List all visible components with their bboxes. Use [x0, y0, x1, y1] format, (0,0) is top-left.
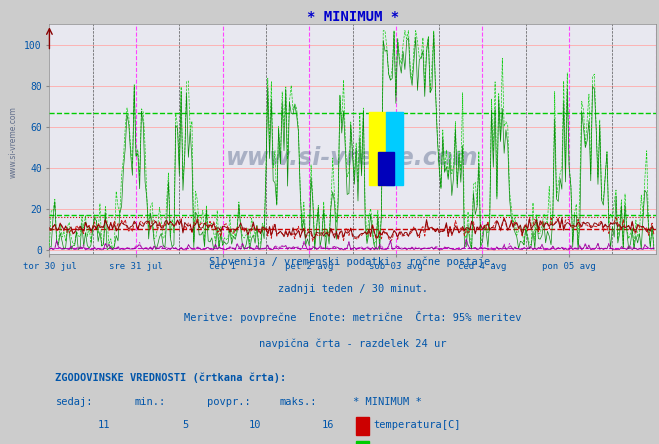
Text: Slovenija / vremenski podatki - ročne postaje.: Slovenija / vremenski podatki - ročne po…	[209, 257, 496, 267]
Text: 16: 16	[322, 420, 334, 430]
Text: zadnji teden / 30 minut.: zadnji teden / 30 minut.	[277, 284, 428, 294]
FancyBboxPatch shape	[369, 111, 386, 185]
Text: 10: 10	[249, 420, 262, 430]
Text: maks.:: maks.:	[280, 396, 318, 407]
Text: min.:: min.:	[134, 396, 165, 407]
Text: * MINIMUM *: * MINIMUM *	[353, 396, 421, 407]
Text: 5: 5	[183, 420, 189, 430]
Text: povpr.:: povpr.:	[207, 396, 251, 407]
Bar	[356, 417, 369, 435]
Text: www.si-vreme.com: www.si-vreme.com	[226, 146, 479, 170]
Text: ZGODOVINSKE VREDNOSTI (črtkana črta):: ZGODOVINSKE VREDNOSTI (črtkana črta):	[55, 372, 287, 383]
Text: temperatura[C]: temperatura[C]	[374, 420, 461, 430]
FancyBboxPatch shape	[378, 152, 394, 185]
FancyBboxPatch shape	[386, 111, 403, 185]
Text: 11: 11	[98, 420, 110, 430]
Text: Meritve: povprečne  Enote: metrične  Črta: 95% meritev: Meritve: povprečne Enote: metrične Črta:…	[184, 311, 521, 323]
Text: sedaj:: sedaj:	[55, 396, 93, 407]
Bar	[356, 441, 369, 444]
Text: www.si-vreme.com: www.si-vreme.com	[9, 106, 18, 178]
Text: navpična črta - razdelek 24 ur: navpična črta - razdelek 24 ur	[259, 338, 446, 349]
Title: * MINIMUM *: * MINIMUM *	[306, 10, 399, 24]
